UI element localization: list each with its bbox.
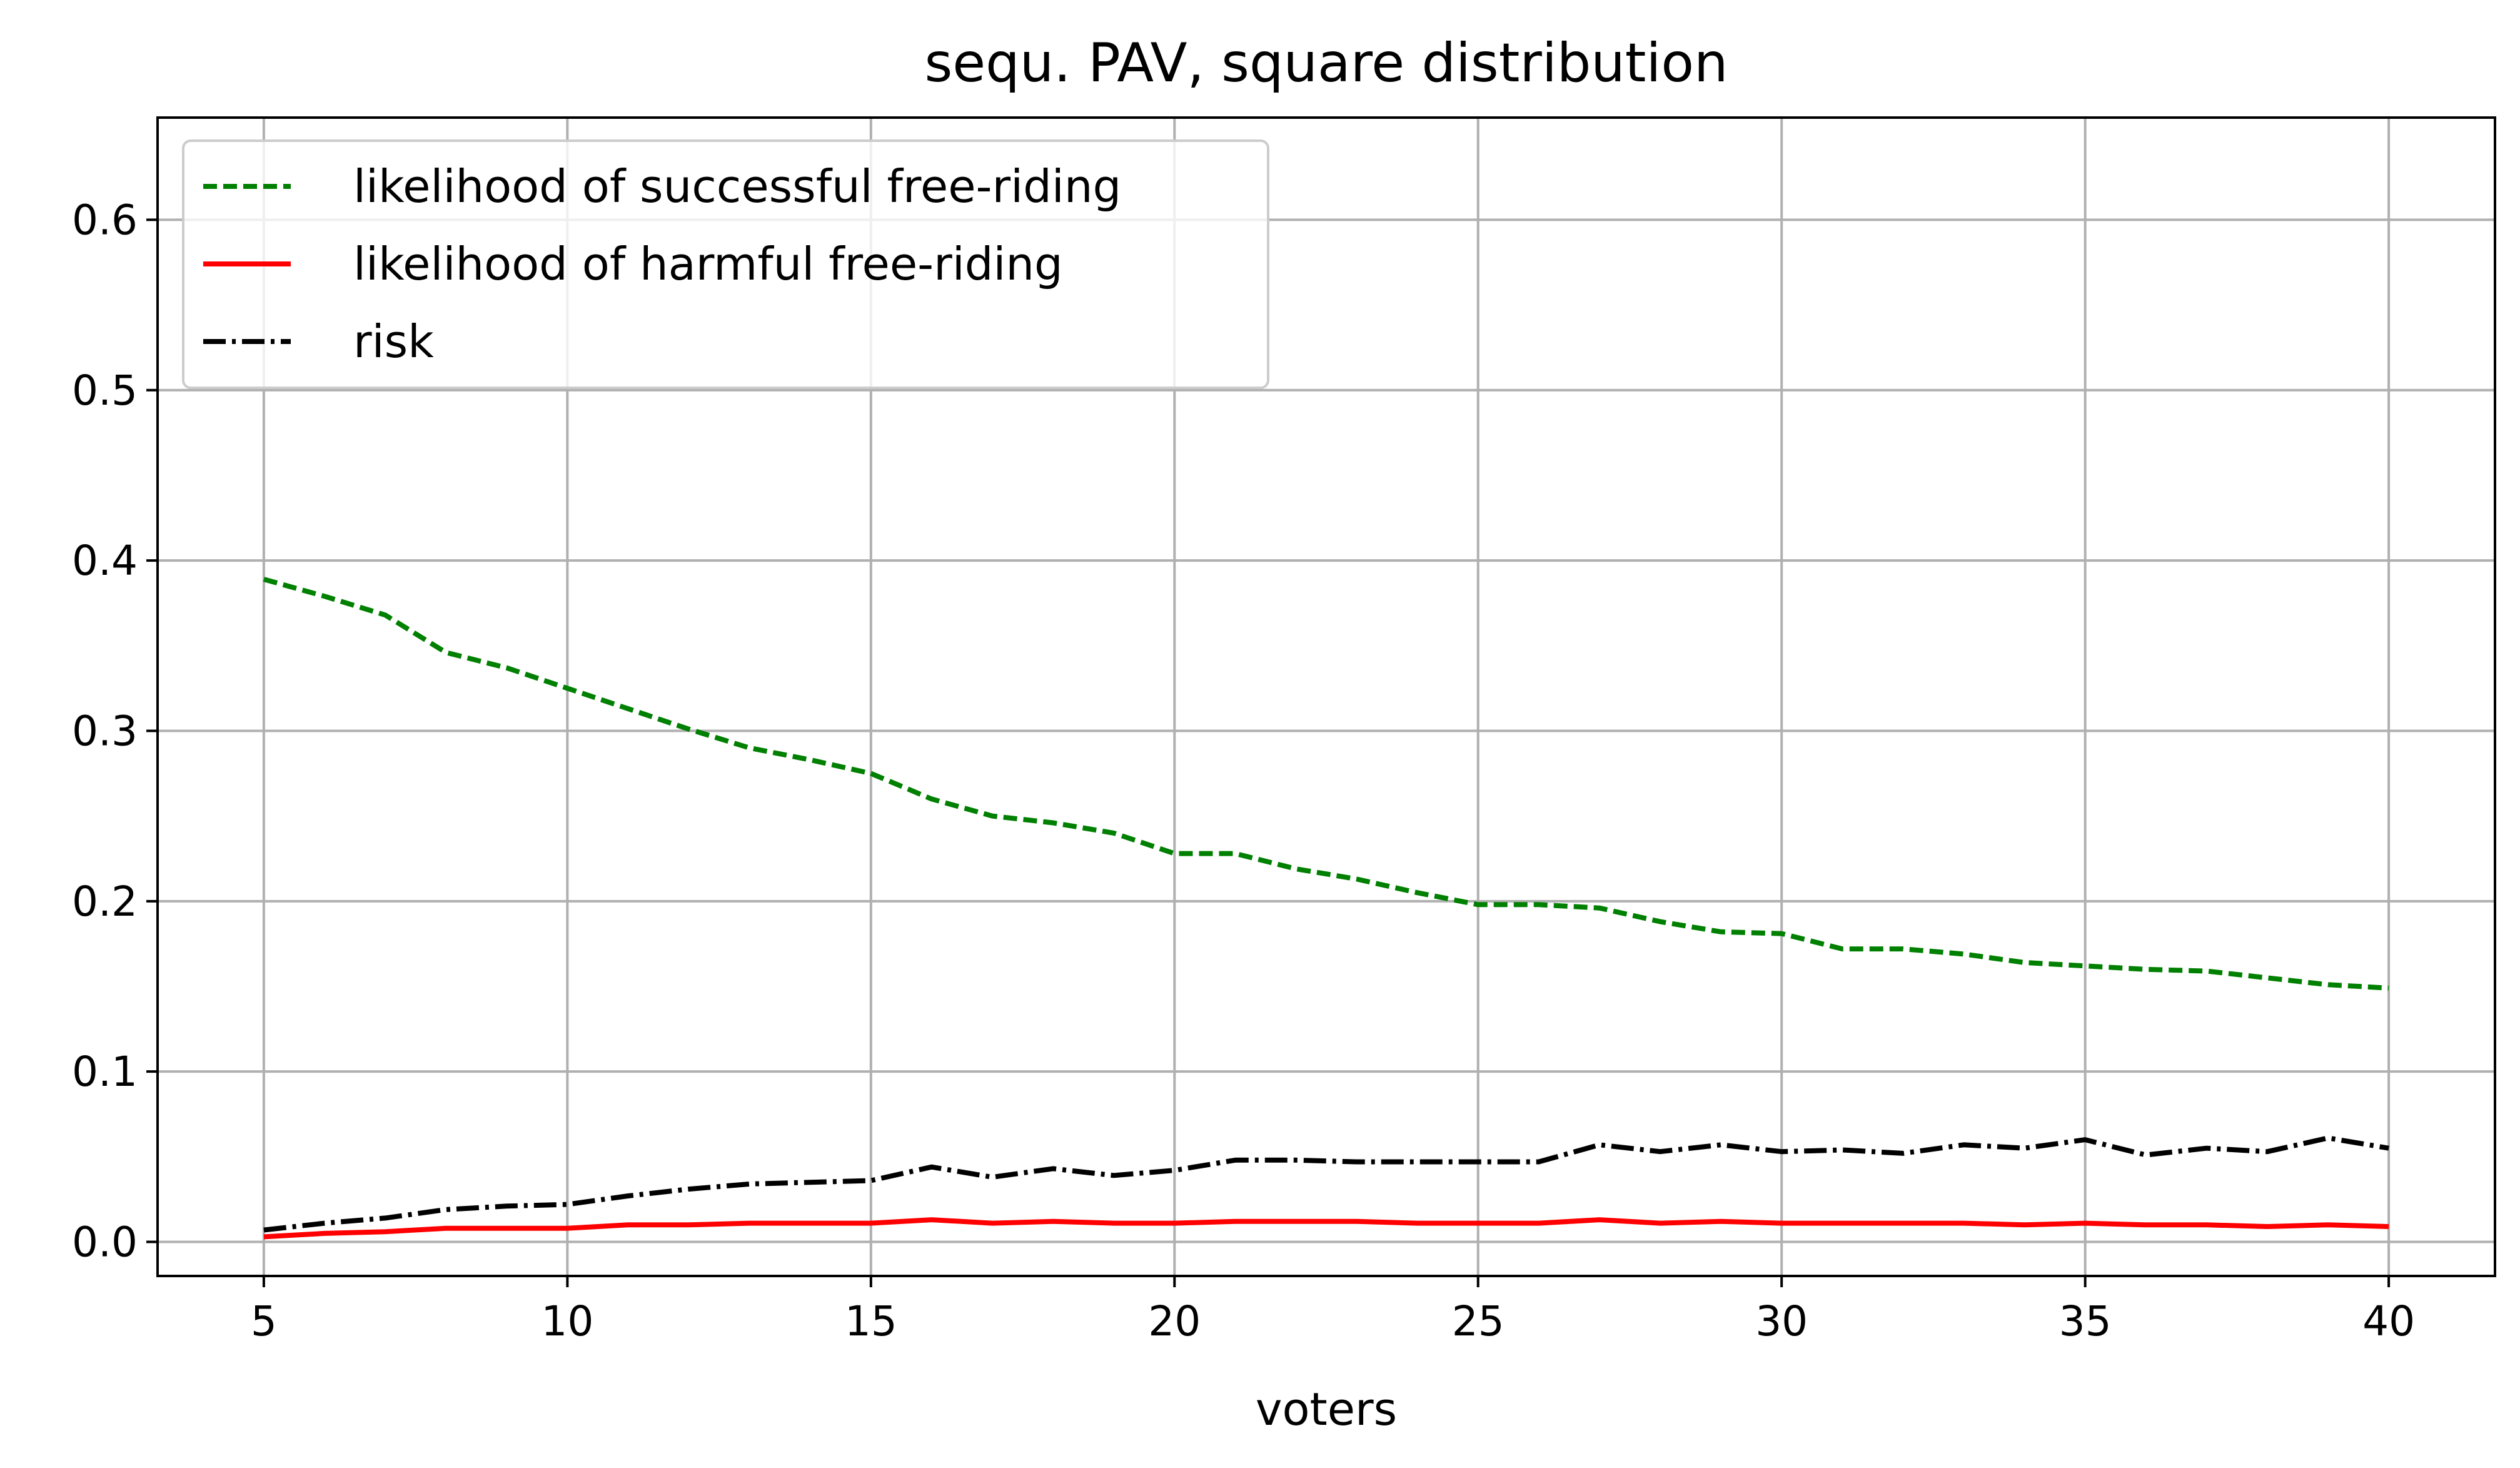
plot-frame xyxy=(156,116,2496,1277)
y-tick-label: 0.3 xyxy=(72,707,138,755)
legend: likelihood of successful free-riding like… xyxy=(182,139,1269,389)
x-axis-title: voters xyxy=(1256,1383,1397,1435)
y-tick-label: 0.1 xyxy=(72,1048,138,1096)
x-tick-label: 30 xyxy=(1755,1297,1808,1345)
x-tick-label: 35 xyxy=(2059,1297,2112,1345)
axis-ticks: 5 10 15 20 25 30 35 40 0.0 0.1 0.2 0.3 0.4 0.5 0.6 xyxy=(72,196,2415,1345)
x-tick-label: 10 xyxy=(541,1297,593,1345)
legend-box xyxy=(182,139,1269,389)
series-lines xyxy=(263,577,2389,1240)
chart-title: sequ. PAV, square distribution xyxy=(924,32,1728,94)
x-tick-label: 25 xyxy=(1452,1297,1504,1345)
legend-label: likelihood of harmful free-riding xyxy=(353,238,1063,290)
series-line-1 xyxy=(263,577,2389,991)
legend-label: risk xyxy=(353,315,434,368)
legend-label: likelihood of successful free-riding xyxy=(353,160,1121,213)
series-line-2 xyxy=(263,1217,2389,1240)
y-tick-label: 0.6 xyxy=(72,196,138,244)
x-tick-label: 5 xyxy=(251,1297,277,1345)
grid-lines xyxy=(158,118,2495,1276)
x-tick-label: 15 xyxy=(845,1297,897,1345)
y-tick-label: 0.4 xyxy=(72,537,138,585)
series-line-3 xyxy=(263,1135,2389,1233)
y-tick-label: 0.0 xyxy=(72,1218,138,1267)
y-tick-label: 0.5 xyxy=(72,367,138,415)
x-tick-label: 20 xyxy=(1148,1297,1201,1345)
x-tick-label: 40 xyxy=(2362,1297,2415,1345)
y-tick-label: 0.2 xyxy=(72,878,138,926)
